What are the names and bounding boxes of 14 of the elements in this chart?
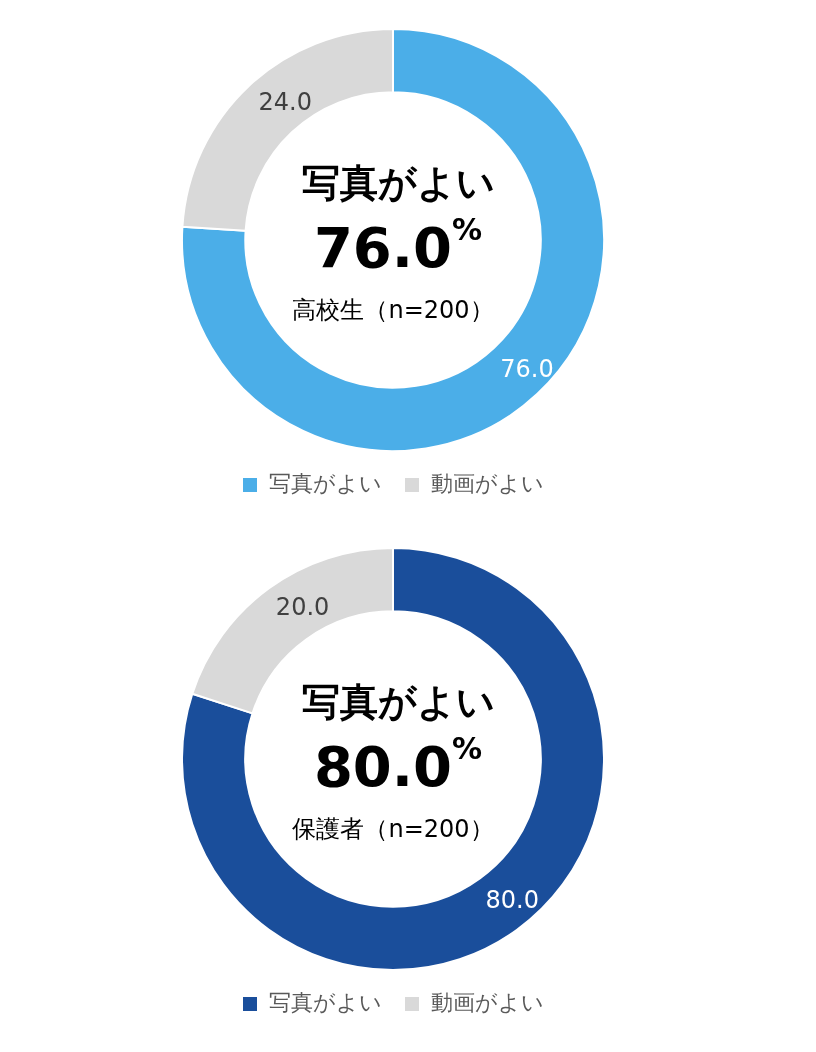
- data-label: 24.0: [258, 88, 312, 117]
- text: 76.0%: [313, 211, 483, 280]
- legend-label: 動画がよい: [431, 989, 544, 1015]
- legend-label: 動画がよい: [431, 470, 544, 496]
- data-label: 76.0: [500, 354, 554, 383]
- text: 保護者（n=200）: [292, 815, 494, 844]
- text: 写真がよい: [301, 160, 495, 205]
- legend-label: 写真がよい: [269, 470, 382, 496]
- data-label: 80.0: [485, 886, 540, 915]
- data-label: 20.0: [275, 593, 330, 622]
- legend-label: 写真がよい: [269, 989, 382, 1015]
- text: 80.0%: [313, 730, 483, 799]
- text: 写真がよい: [301, 679, 495, 724]
- text: 高校生（n=200）: [292, 296, 494, 325]
